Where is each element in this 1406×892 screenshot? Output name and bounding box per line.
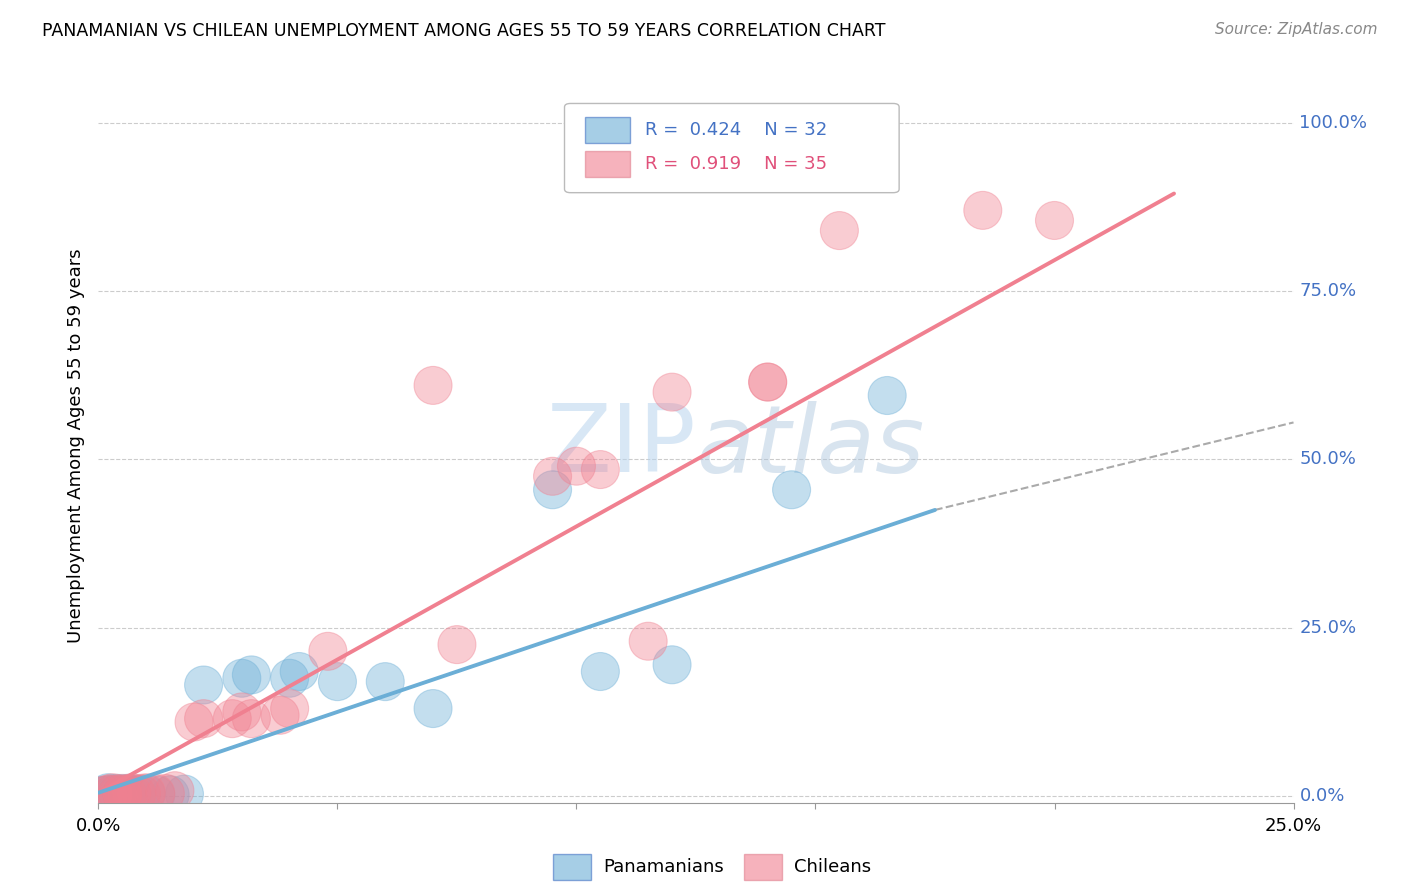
Text: 100.0%: 100.0%: [1299, 114, 1368, 132]
Ellipse shape: [112, 773, 150, 812]
Ellipse shape: [89, 773, 127, 812]
Ellipse shape: [94, 773, 132, 812]
Ellipse shape: [150, 776, 190, 814]
Ellipse shape: [652, 646, 692, 684]
Text: 0.0%: 0.0%: [1299, 787, 1346, 805]
Ellipse shape: [184, 699, 222, 738]
Ellipse shape: [309, 632, 347, 670]
Ellipse shape: [166, 775, 204, 813]
Ellipse shape: [1035, 202, 1074, 239]
Ellipse shape: [89, 776, 127, 814]
Ellipse shape: [112, 776, 150, 814]
Ellipse shape: [868, 376, 907, 415]
Ellipse shape: [413, 367, 453, 404]
Ellipse shape: [156, 772, 194, 810]
Ellipse shape: [628, 623, 668, 660]
Ellipse shape: [748, 363, 787, 401]
Ellipse shape: [437, 625, 477, 664]
Ellipse shape: [98, 774, 136, 813]
Ellipse shape: [108, 774, 146, 813]
Ellipse shape: [136, 774, 174, 813]
Ellipse shape: [127, 775, 166, 813]
FancyBboxPatch shape: [585, 117, 630, 143]
Ellipse shape: [122, 776, 160, 814]
Ellipse shape: [103, 774, 142, 813]
Ellipse shape: [122, 774, 160, 813]
Text: Source: ZipAtlas.com: Source: ZipAtlas.com: [1215, 22, 1378, 37]
Ellipse shape: [98, 776, 136, 814]
Ellipse shape: [118, 775, 156, 813]
Ellipse shape: [146, 774, 184, 813]
Text: 75.0%: 75.0%: [1299, 282, 1357, 301]
Text: atlas: atlas: [696, 401, 924, 491]
Ellipse shape: [103, 776, 142, 814]
Ellipse shape: [820, 211, 859, 250]
FancyBboxPatch shape: [565, 103, 900, 193]
Text: Panamanians: Panamanians: [603, 858, 724, 876]
Ellipse shape: [222, 693, 262, 731]
Ellipse shape: [772, 471, 811, 508]
Ellipse shape: [184, 666, 222, 704]
Ellipse shape: [533, 458, 572, 495]
Ellipse shape: [262, 697, 299, 734]
Ellipse shape: [270, 659, 309, 698]
Ellipse shape: [748, 363, 787, 401]
FancyBboxPatch shape: [744, 855, 782, 880]
Ellipse shape: [533, 471, 572, 508]
Ellipse shape: [127, 773, 166, 812]
Ellipse shape: [652, 373, 692, 411]
Ellipse shape: [581, 653, 620, 690]
Ellipse shape: [94, 776, 132, 814]
Ellipse shape: [94, 775, 132, 813]
FancyBboxPatch shape: [553, 855, 591, 880]
Text: R =  0.424    N = 32: R = 0.424 N = 32: [644, 121, 827, 139]
Ellipse shape: [280, 653, 318, 690]
Ellipse shape: [214, 699, 252, 738]
Ellipse shape: [103, 776, 142, 814]
Ellipse shape: [98, 775, 136, 813]
Ellipse shape: [232, 699, 270, 738]
Text: ZIP: ZIP: [547, 400, 696, 492]
Ellipse shape: [103, 775, 142, 813]
Ellipse shape: [366, 663, 405, 700]
Ellipse shape: [413, 690, 453, 728]
Text: 25.0%: 25.0%: [1299, 619, 1357, 637]
Ellipse shape: [112, 776, 150, 814]
Text: Chileans: Chileans: [794, 858, 872, 876]
FancyBboxPatch shape: [585, 152, 630, 177]
Ellipse shape: [270, 690, 309, 728]
Ellipse shape: [222, 659, 262, 698]
Ellipse shape: [581, 450, 620, 489]
Ellipse shape: [963, 192, 1002, 229]
Text: 50.0%: 50.0%: [1299, 450, 1357, 468]
Ellipse shape: [174, 703, 214, 741]
Ellipse shape: [318, 663, 357, 700]
Ellipse shape: [89, 775, 127, 813]
Y-axis label: Unemployment Among Ages 55 to 59 years: Unemployment Among Ages 55 to 59 years: [67, 249, 86, 643]
Ellipse shape: [557, 447, 596, 485]
Ellipse shape: [84, 776, 122, 814]
Ellipse shape: [232, 656, 270, 694]
Ellipse shape: [136, 776, 174, 814]
Ellipse shape: [94, 776, 132, 814]
Ellipse shape: [108, 775, 146, 813]
Ellipse shape: [84, 776, 122, 814]
Text: PANAMANIAN VS CHILEAN UNEMPLOYMENT AMONG AGES 55 TO 59 YEARS CORRELATION CHART: PANAMANIAN VS CHILEAN UNEMPLOYMENT AMONG…: [42, 22, 886, 40]
Ellipse shape: [108, 776, 146, 814]
Ellipse shape: [118, 775, 156, 813]
Text: R =  0.919    N = 35: R = 0.919 N = 35: [644, 155, 827, 173]
